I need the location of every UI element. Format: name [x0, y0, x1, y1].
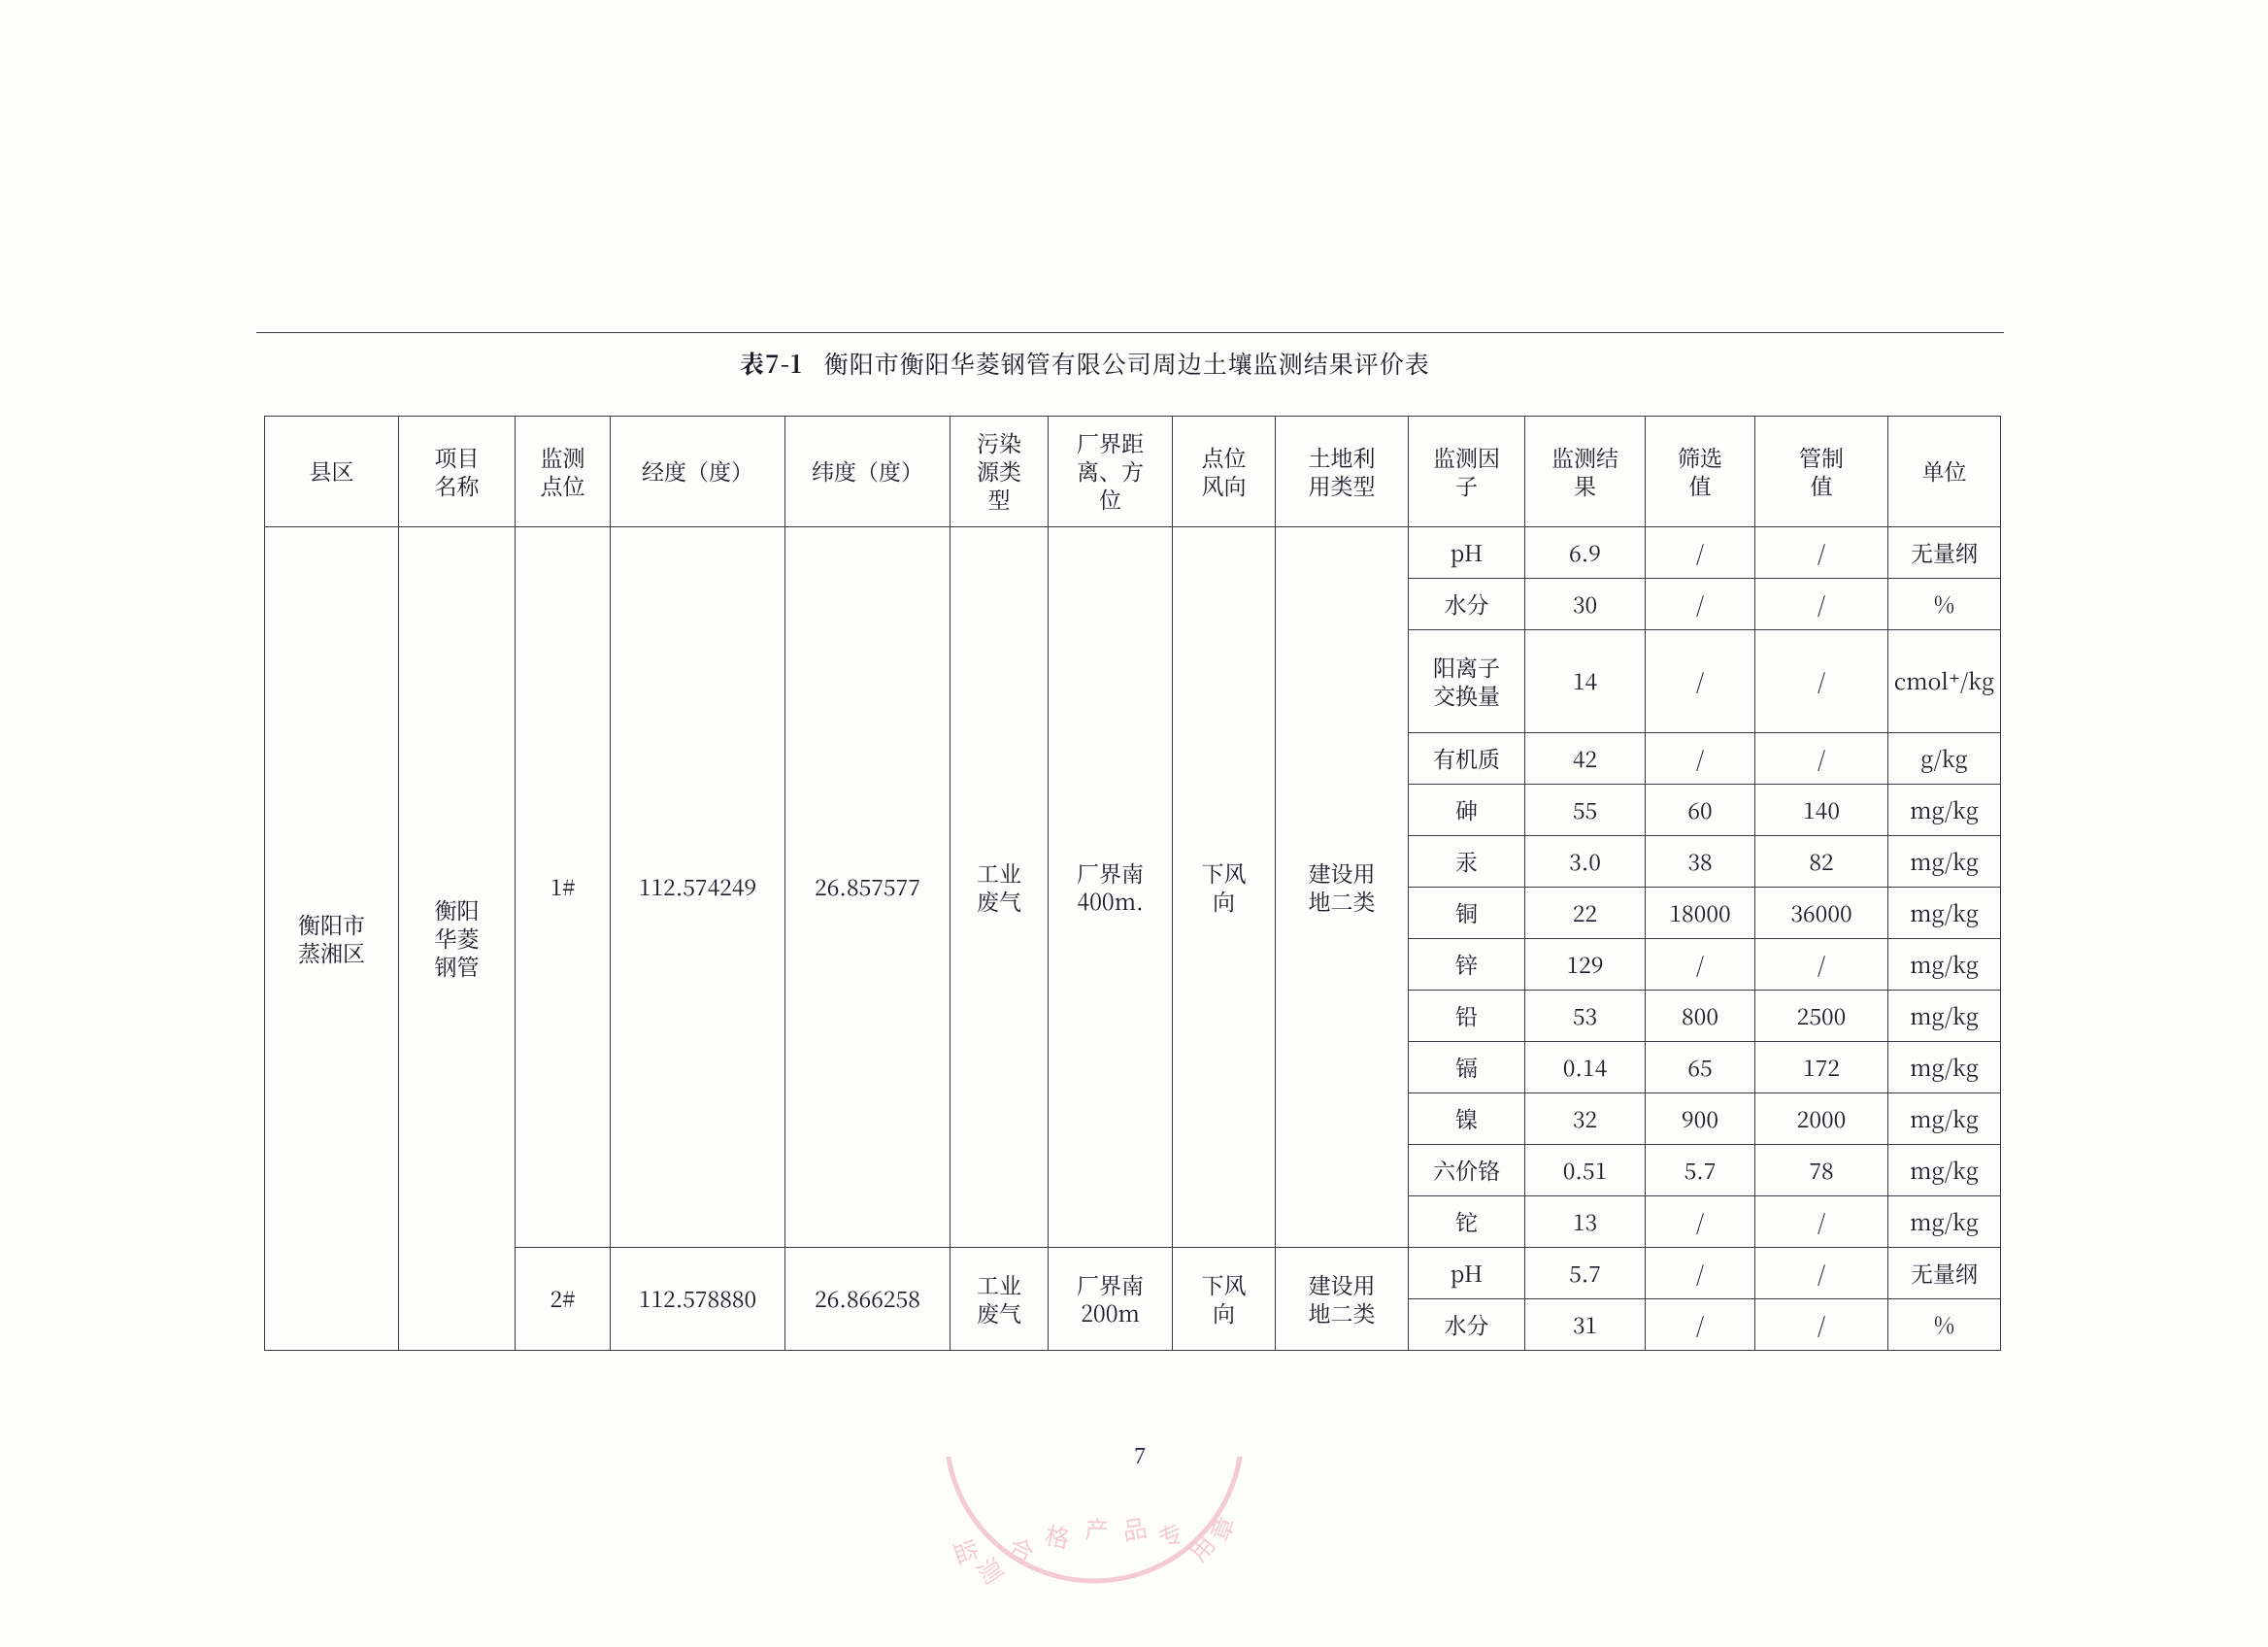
svg-text:合: 合 [1004, 1529, 1041, 1570]
svg-text:格: 格 [1042, 1517, 1073, 1556]
svg-text:产: 产 [1084, 1511, 1110, 1547]
svg-text:品: 品 [1119, 1509, 1150, 1548]
